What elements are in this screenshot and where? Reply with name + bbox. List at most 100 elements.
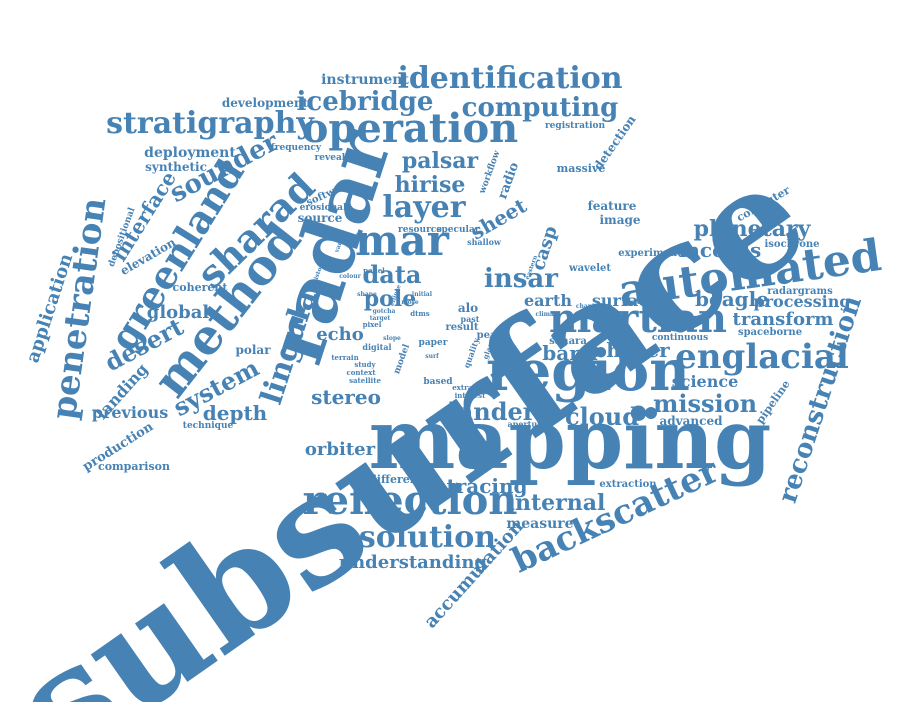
word-echo: echo [316,324,364,345]
word-coherent: coherent [173,281,229,294]
word-band: band [542,341,597,365]
word-stored: stored [489,335,511,342]
word-development: development [222,96,309,110]
word-slope: slope [383,335,401,342]
word-previous: previous [92,403,168,422]
word-extraction: extraction [599,479,657,490]
word-target: target [370,315,391,322]
word-englacial: englacial [675,337,849,377]
word-operation: operation [302,105,519,152]
word-terrain: terrain [331,353,358,362]
word-advanced: advanced [660,414,724,428]
word-hirise: hirise [395,172,466,198]
word-identification: identification [397,61,622,96]
word-synthetic: synthetic [145,160,207,174]
word-transform: transform [733,309,834,330]
word-feature: feature [588,199,637,213]
word-peak: peak [477,330,505,341]
word-depth: depth [203,401,268,425]
word-reflection: reflection [303,477,518,524]
word-paper: paper [419,338,448,348]
word-planetary: planetary [694,216,812,242]
word-specular: specular [436,225,479,235]
word-different: different [369,473,424,486]
word-extract: extract [452,383,480,392]
word-processing: processing [753,292,850,311]
word-frequency: frequency [271,143,322,153]
word-cloud: cloud [565,402,639,431]
word-satellite: satellite [349,376,381,385]
word-region: region [486,338,690,404]
word-polar: polar [235,343,271,357]
word-study: study [354,360,376,369]
word-global: global [147,302,210,323]
word-insar: insar [484,264,558,294]
word-measure: measure [506,516,573,532]
word-based: based [423,377,453,387]
word-result: result [446,322,479,333]
word-continuous: continuous [652,333,708,343]
word-mcords: mcords [679,238,761,262]
word-climate: climate [535,311,560,318]
word-tracing: tracing [446,474,527,498]
word-isochrone: isochrone [764,239,819,250]
word-comparison: comparison [98,460,170,473]
word-stratigraphy: stratigraphy [106,106,315,141]
word-radargrams: radargrams [767,286,833,297]
word-pole: pole [364,286,416,312]
word-science: science [672,372,739,391]
word-source: source [298,211,343,225]
word-initial: initial [412,291,433,298]
word-more: more [401,299,419,306]
dot-mark [645,407,657,419]
word-pixel: pixel [363,320,382,329]
word-surface: surface [592,291,658,310]
word-shallow: shallow [467,237,502,247]
word-experiment: experiment [618,248,682,259]
word-technique: technique [183,421,234,431]
word-spaceborne: spaceborne [738,327,802,338]
word-panel: panel [363,266,385,275]
word-mar: mar [355,216,450,265]
word-surf: surf [425,353,439,360]
word-erosional: erosional [300,203,347,213]
word-gotcha: gotcha [373,308,396,315]
word-context: context [346,368,376,377]
word-sahara: sahara [549,336,587,347]
word-resource: resource [398,225,442,235]
word-stereo: stereo [311,385,381,409]
word-digital: digital [362,342,391,352]
word-layer: layer [382,190,466,225]
word-palsar: palsar [402,148,479,174]
word-interest: interest [455,391,487,400]
word-beagle: beagle [695,287,769,311]
word-wavelet: wavelet [568,263,611,274]
word-registration: registration [545,121,606,131]
word-instrument: instrument [321,72,409,88]
word-image: image [599,213,640,227]
word-hyper: hyper [606,338,670,362]
word-resolution: resolution [324,520,496,555]
word-data: data [363,260,422,289]
word-past: past [461,314,480,324]
word-internal: internal [507,490,606,516]
word-colour: colour [339,273,361,280]
word-massive: massive [557,162,606,175]
word-mission: mission [653,389,757,418]
word-lander: lander [449,397,536,426]
word-dtms: dtms [410,309,430,318]
word-aperture: aperture [508,419,547,429]
word-martian: martian [549,295,727,342]
word-orbiter: orbiter [305,439,376,460]
word-deployment: deployment [144,145,236,161]
word-change: change [576,303,600,310]
word-computing: computing [462,93,619,123]
word-understanding: understanding [339,552,487,573]
word-revealing: revealing [315,153,363,163]
word-shape: shape [357,291,377,298]
word-alo: alo [458,301,478,315]
dot-mark [591,347,601,357]
word-mapping: mapping [369,392,772,488]
word-icebridge: icebridge [297,87,434,117]
